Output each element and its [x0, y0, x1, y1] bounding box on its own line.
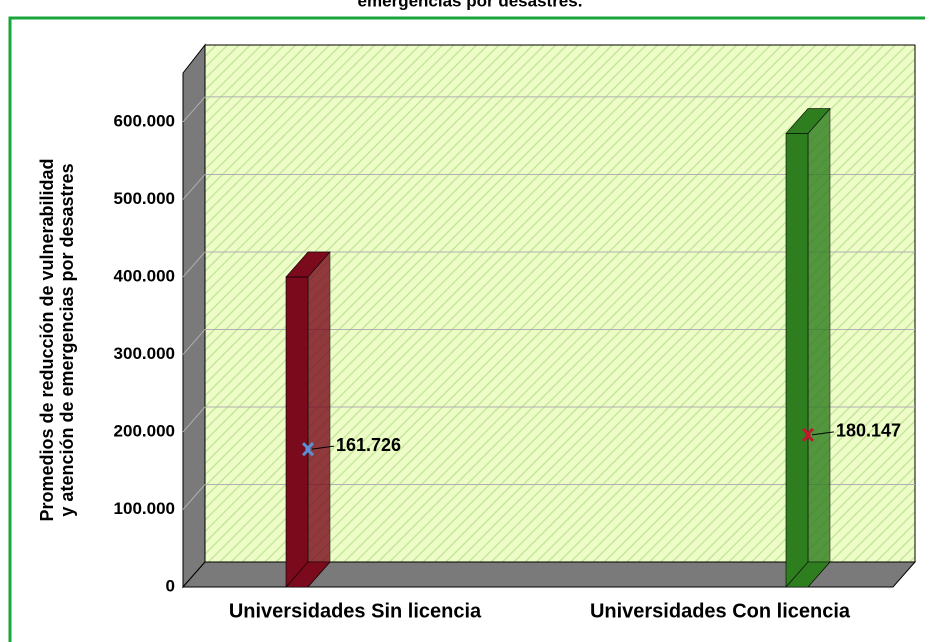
grid-line: [182, 251, 206, 278]
bar-side: [307, 251, 331, 588]
y-tick-label: 300.000: [114, 344, 175, 363]
y-axis-title-line: y atención de emergencias por desastres: [57, 163, 77, 516]
bar: [285, 276, 309, 588]
x-tick-label: Universidades Con licencia: [590, 600, 851, 622]
floor: [181, 561, 917, 588]
leader-line: [811, 431, 835, 436]
grid-line: [182, 174, 206, 200]
bar-top: [285, 251, 331, 278]
bar-base: [785, 561, 831, 588]
x-tick-label: Universidades Sin licencia: [229, 600, 482, 622]
chart-title: emergencias por desastres.: [358, 0, 583, 10]
y-tick-label: 0: [166, 576, 175, 595]
y-axis-title-line: Promedios de reducción de vulnerabilidad: [37, 158, 57, 521]
mean-marker: [801, 427, 815, 442]
y-axis-title: Promedios de reducción de vulnerabilidad…: [37, 158, 77, 521]
y-tick-label: 500.000: [114, 189, 175, 208]
grid-line: [182, 96, 206, 123]
bar: [785, 133, 809, 588]
data-label: 180.147: [836, 421, 901, 441]
leader-line: [311, 445, 335, 450]
data-label: 161.726: [336, 435, 401, 455]
y-tick-label: 400.000: [114, 266, 175, 285]
grid-line: [182, 484, 206, 510]
mean-marker: [301, 442, 315, 457]
frame: [8, 16, 925, 642]
bar-side: [807, 107, 831, 588]
y-tick-label: 200.000: [114, 421, 175, 440]
y-tick-label: 100.000: [114, 499, 175, 518]
bar-base: [285, 561, 331, 588]
grid-line: [182, 329, 206, 355]
bar-top: [785, 108, 831, 134]
y-tick-label: 600.000: [114, 111, 175, 130]
grid-line: [182, 406, 206, 433]
